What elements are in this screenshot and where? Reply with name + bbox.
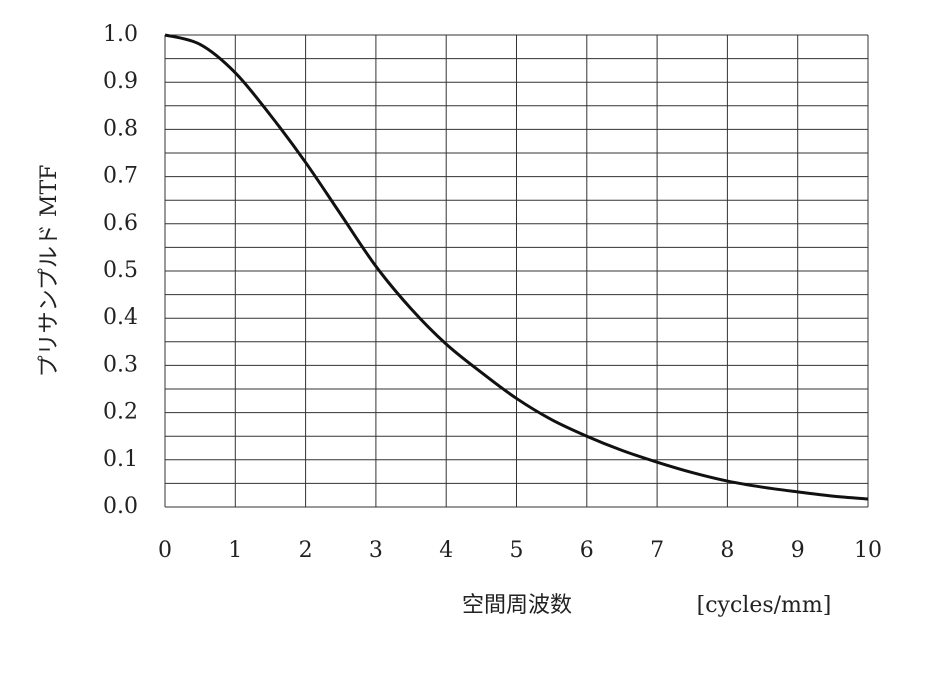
x-tick-label: 7: [650, 538, 664, 563]
y-axis-label: プリサンプルド MTF: [37, 165, 62, 378]
y-tick-label: 0.4: [103, 305, 138, 330]
y-tick-label: 0.5: [103, 258, 138, 283]
x-axis-unit: [cycles/mm]: [697, 593, 832, 618]
x-tick-label: 10: [854, 538, 882, 563]
x-tick-label: 0: [158, 538, 172, 563]
y-tick-label: 0.8: [103, 116, 138, 141]
x-axis-label: 空間周波数: [462, 593, 572, 618]
y-tick-label: 1.0: [103, 22, 138, 47]
x-tick-label: 4: [439, 538, 453, 563]
y-tick-label: 0.0: [103, 494, 138, 519]
x-tick-label: 2: [299, 538, 313, 563]
y-tick-label: 0.3: [103, 352, 138, 377]
x-tick-label: 1: [228, 538, 242, 563]
y-tick-label: 0.9: [103, 69, 138, 94]
mtf-curve: [164, 33, 869, 501]
x-tick-label: 8: [720, 538, 734, 563]
y-tick-label: 0.2: [103, 400, 138, 425]
x-tick-label: 9: [791, 538, 805, 563]
y-tick-label: 0.6: [103, 211, 138, 236]
y-tick-label: 0.7: [103, 164, 138, 189]
x-tick-label: 6: [580, 538, 594, 563]
x-tick-label: 3: [369, 538, 383, 563]
x-tick-label: 5: [510, 538, 524, 563]
y-tick-label: 0.1: [103, 447, 138, 472]
